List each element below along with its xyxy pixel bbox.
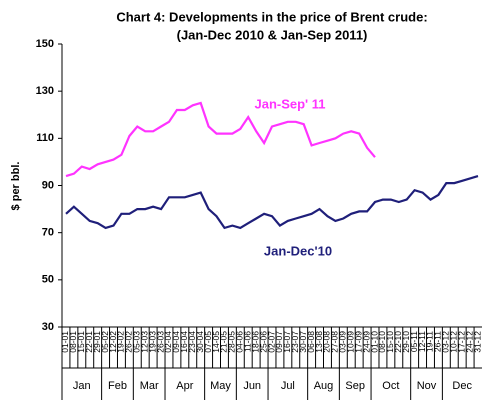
x-tick-label: 14-05 xyxy=(211,331,221,353)
x-tick-label: 30-07 xyxy=(298,331,308,353)
month-label: Jan xyxy=(73,380,91,392)
series-label: Jan-Sep' 11 xyxy=(254,96,325,111)
x-tick-label: 05-02 xyxy=(100,331,110,353)
x-tick-label: 08-10 xyxy=(377,331,387,353)
chart-subtitle: (Jan-Dec 2010 & Jan-Sep 2011) xyxy=(177,27,368,42)
x-tick-label: 05-03 xyxy=(132,331,142,353)
x-tick-label: 24-12 xyxy=(464,331,474,353)
x-tick-label: 24-09 xyxy=(361,331,371,353)
x-tick-label: 16-04 xyxy=(179,331,189,353)
month-label: Aug xyxy=(314,380,334,392)
x-tick-label: 01-10 xyxy=(369,331,379,353)
chart-title: Chart 4: Developments in the price of Br… xyxy=(116,9,427,24)
x-tick-label: 27-08 xyxy=(330,331,340,353)
x-tick-label: 10-09 xyxy=(345,331,355,353)
x-tick-label: 13-08 xyxy=(314,331,324,353)
month-label: Sep xyxy=(345,380,365,392)
x-tick-label: 19-11 xyxy=(425,331,435,352)
month-label: Nov xyxy=(417,380,437,392)
x-tick-label: 15-01 xyxy=(76,331,86,353)
x-tick-label: 23-07 xyxy=(290,331,300,353)
x-tick-label: 21-05 xyxy=(219,331,229,353)
y-tick-label: 110 xyxy=(36,132,54,144)
x-tick-label: 12-11 xyxy=(417,331,427,352)
x-tick-label: 23-04 xyxy=(187,331,197,353)
series-line xyxy=(65,101,376,178)
x-tick-label: 25-06 xyxy=(258,331,268,353)
x-tick-label: 30-04 xyxy=(195,331,205,353)
x-tick-label: 09-07 xyxy=(274,331,284,353)
y-tick-label: 90 xyxy=(42,179,54,191)
x-tick-label: 26-11 xyxy=(433,331,443,352)
x-tick-label: 15-10 xyxy=(385,331,395,353)
x-tick-label: 28-05 xyxy=(227,331,237,353)
x-tick-label: 12-02 xyxy=(108,331,118,353)
x-tick-label: 05-11 xyxy=(409,331,419,352)
month-label: May xyxy=(210,380,231,392)
x-tick-label: 06-08 xyxy=(306,331,316,353)
month-label: Feb xyxy=(108,380,127,392)
x-tick-label: 26-03 xyxy=(155,331,165,353)
x-tick-label: 08-01 xyxy=(68,331,78,353)
y-axis-label: $ per bbl. xyxy=(10,162,22,211)
x-tick-label: 17-12 xyxy=(456,331,466,353)
x-tick-label: 04-06 xyxy=(235,331,245,353)
y-tick-label: 70 xyxy=(42,227,54,239)
month-label: Mar xyxy=(140,380,159,392)
x-tick-label: 10-12 xyxy=(449,331,459,353)
month-label: Jul xyxy=(281,380,295,392)
x-tick-label: 07-05 xyxy=(203,331,213,353)
x-tick-label: 02-04 xyxy=(163,331,173,353)
y-tick-label: 130 xyxy=(36,85,54,97)
x-tick-label: 18-06 xyxy=(250,331,260,353)
month-label: Dec xyxy=(452,380,472,392)
x-tick-label: 19-03 xyxy=(147,331,157,353)
x-tick-label: 11-06 xyxy=(242,331,252,352)
x-tick-label: 03-09 xyxy=(338,331,348,353)
x-tick-label: 19-02 xyxy=(116,331,126,353)
x-tick-label: 02-07 xyxy=(266,331,276,353)
x-tick-label: 26-02 xyxy=(124,331,134,353)
y-tick-label: 150 xyxy=(36,38,54,50)
x-tick-label: 12-03 xyxy=(139,331,149,353)
series-line xyxy=(65,175,479,230)
month-label: Jun xyxy=(243,380,261,392)
x-tick-label: 31-12 xyxy=(472,331,482,353)
x-tick-label: 22-01 xyxy=(84,331,94,353)
x-tick-label: 20-08 xyxy=(322,331,332,353)
x-tick-label: 16-07 xyxy=(282,331,292,353)
series-label: Jan-Dec'10 xyxy=(264,243,332,258)
y-tick-label: 50 xyxy=(42,274,54,286)
x-tick-label: 29-01 xyxy=(92,331,102,353)
month-label: Oct xyxy=(382,380,399,392)
x-tick-label: 01-01 xyxy=(60,331,70,353)
x-tick-label: 03-12 xyxy=(441,331,451,353)
x-tick-label: 09-04 xyxy=(171,331,181,353)
x-tick-label: 17-09 xyxy=(353,331,363,353)
month-label: Apr xyxy=(176,380,193,392)
x-tick-label: 22-10 xyxy=(393,331,403,353)
x-tick-label: 29-10 xyxy=(401,331,411,353)
y-tick-label: 30 xyxy=(42,321,54,333)
